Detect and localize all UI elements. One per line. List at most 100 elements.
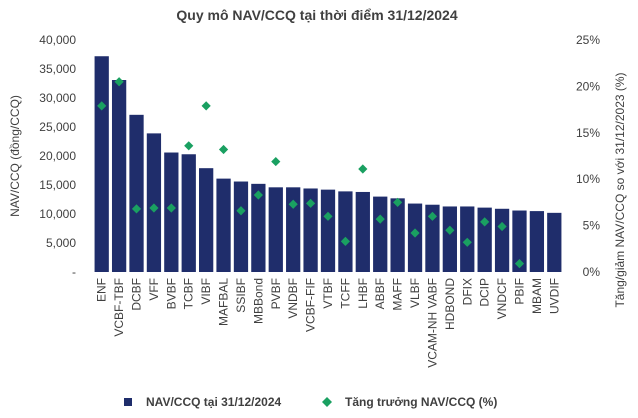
- bar: [529, 211, 545, 272]
- growth-marker: [393, 197, 403, 207]
- growth-marker: [358, 164, 368, 174]
- bar: [338, 191, 353, 272]
- legend-label-bars: NAV/CCQ tại 31/12/2024: [146, 395, 282, 409]
- x-tick-label: LHBF: [356, 278, 370, 309]
- y-tick-label: 20,000: [39, 149, 76, 163]
- x-tick-label: HDBOND: [443, 278, 457, 330]
- growth-marker: [218, 144, 229, 155]
- growth-marker: [288, 199, 298, 209]
- growth-marker: [114, 77, 124, 87]
- marker-series: [97, 77, 525, 269]
- y-tick-label: 40,000: [39, 33, 76, 47]
- growth-marker: [271, 156, 281, 167]
- growth-marker: [97, 101, 107, 111]
- growth-marker: [131, 204, 142, 214]
- growth-marker: [149, 203, 159, 213]
- x-tick-label: PBIF: [512, 278, 526, 305]
- bar: [216, 178, 231, 272]
- bar: [407, 203, 423, 272]
- bar: [494, 208, 510, 272]
- growth-marker: [184, 141, 194, 151]
- bar: [181, 154, 196, 272]
- x-tick-label: VTBF: [321, 278, 335, 309]
- growth-marker: [236, 206, 246, 216]
- y-axis-ticks: - 5,000 10,000 15,000 20,000 25,000 30,000 35,0…: [39, 33, 76, 279]
- y2-tick-label: 15%: [576, 126, 600, 140]
- legend: NAV/CCQ tại 31/12/2024 Tăng trưởng NAV/C…: [124, 395, 497, 409]
- legend-label-markers: Tăng trưởng NAV/CCQ (%): [345, 395, 497, 409]
- bar: [146, 133, 162, 272]
- growth-marker: [497, 221, 507, 232]
- bar: [94, 56, 109, 272]
- legend-marker-swatch: [322, 397, 332, 407]
- x-tick-label: MBAM: [530, 278, 544, 314]
- bar: [390, 198, 405, 272]
- x-tick-label: VCBF-FIF: [304, 278, 318, 332]
- y2-axis-title: Tăng/giảm NAV/CCQ so với 31/12/2023 (%): [613, 72, 627, 307]
- bar: [199, 168, 214, 272]
- bar: [547, 212, 562, 272]
- legend-bar-swatch: [124, 398, 132, 406]
- bar: [286, 187, 301, 272]
- x-tick-label: VIBF: [199, 278, 213, 305]
- y-axis-title: NAV/CCQ (đồng/CCQ): [8, 95, 22, 217]
- x-tick-label: DCIP: [478, 278, 492, 307]
- bar: [355, 191, 370, 272]
- bar: [251, 183, 266, 272]
- x-tick-label: DCBF: [130, 278, 144, 311]
- x-tick-label: VNDBF: [286, 278, 300, 319]
- x-tick-label: VCBF-TBF: [112, 278, 126, 337]
- y-tick-label: 10,000: [39, 207, 76, 221]
- y-tick-label: -: [72, 265, 76, 279]
- y2-tick-label: 5%: [583, 219, 601, 233]
- y2-tick-label: 10%: [576, 172, 600, 186]
- y2-tick-label: 0%: [583, 265, 601, 279]
- y-tick-label: 15,000: [39, 178, 76, 192]
- x-tick-label: VNDCF: [495, 278, 509, 319]
- y-tick-label: 5,000: [46, 236, 76, 250]
- growth-marker: [323, 211, 333, 221]
- bar: [303, 188, 318, 272]
- x-axis-labels: ENF VCBF-TBF DCBF VFF BVBF TCBF VIBF MAFBAL SSIB…: [95, 278, 562, 368]
- bar-series: [94, 56, 562, 273]
- x-tick-label: TCBF: [182, 278, 196, 309]
- growth-marker: [514, 259, 525, 269]
- y-tick-label: 30,000: [39, 91, 76, 105]
- y2-axis-ticks: 0% 5% 10% 15% 20% 25%: [576, 33, 600, 279]
- bar: [268, 187, 283, 272]
- x-tick-label: VFF: [147, 278, 161, 301]
- x-tick-label: VLBF: [408, 278, 422, 308]
- growth-marker: [166, 203, 176, 213]
- growth-marker: [375, 214, 385, 224]
- growth-marker: [445, 225, 455, 235]
- bar: [512, 210, 527, 272]
- y2-tick-label: 20%: [576, 79, 600, 93]
- x-tick-label: MBBond: [251, 278, 265, 324]
- x-tick-label: ENF: [95, 278, 109, 302]
- growth-marker: [427, 211, 438, 221]
- bar: [477, 207, 492, 272]
- x-tick-label: MAFF: [391, 278, 405, 311]
- bar: [373, 196, 388, 272]
- x-tick-label: SSIBF: [234, 278, 248, 313]
- growth-marker: [305, 198, 316, 208]
- growth-marker: [480, 217, 490, 227]
- x-tick-label: MAFBAL: [217, 278, 231, 326]
- bar: [129, 114, 144, 272]
- bar: [111, 80, 127, 273]
- growth-marker: [253, 190, 263, 200]
- bar: [442, 206, 457, 272]
- x-tick-label: ABBF: [373, 278, 387, 309]
- x-tick-label: TCFF: [338, 278, 352, 309]
- y-tick-label: 25,000: [39, 120, 76, 134]
- bar: [233, 181, 249, 272]
- y2-tick-label: 25%: [576, 33, 600, 47]
- growth-marker: [410, 228, 420, 238]
- x-tick-label: BVBF: [164, 278, 178, 309]
- x-tick-label: VCAM-NH VABF: [425, 278, 439, 368]
- growth-marker: [340, 236, 351, 246]
- x-tick-label: UVDIF: [547, 278, 561, 314]
- chart-title: Quy mô NAV/CCQ tại thời điểm 31/12/2024: [176, 7, 457, 23]
- bar: [425, 204, 440, 272]
